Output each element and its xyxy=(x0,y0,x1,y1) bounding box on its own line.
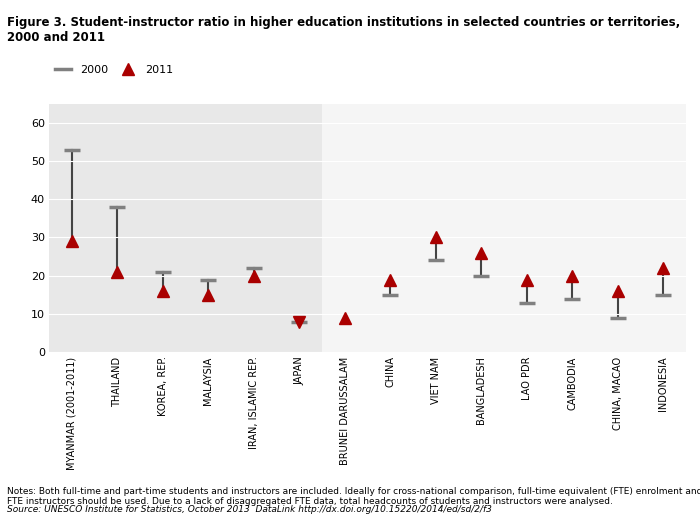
Text: Figure 3. Student-instructor ratio in higher education institutions in selected : Figure 3. Student-instructor ratio in hi… xyxy=(7,16,680,44)
Bar xyxy=(322,104,686,352)
Text: Source: UNESCO Institute for Statistics, October 2013  DataLink http://dx.doi.or: Source: UNESCO Institute for Statistics,… xyxy=(7,505,492,514)
Legend: 2000, 2011: 2000, 2011 xyxy=(55,64,173,75)
Text: Notes: Both full-time and part-time students and instructors are included. Ideal: Notes: Both full-time and part-time stud… xyxy=(7,487,700,506)
Bar xyxy=(49,104,322,352)
